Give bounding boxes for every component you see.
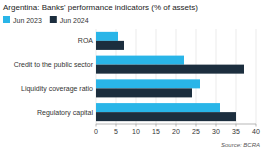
tick-label: 5 (114, 128, 118, 135)
legend-swatch (3, 16, 10, 23)
tick-mark (96, 124, 97, 127)
chart: Argentina: Banks' performance indicators… (0, 0, 263, 150)
tick-mark (116, 124, 117, 127)
title: Argentina: Banks' performance indicators… (3, 3, 198, 12)
category-labels: Regulatory capital Liquidity coverage rat… (14, 37, 94, 116)
tick-mark (216, 124, 217, 127)
tick-mark (236, 124, 237, 127)
legend-swatch (50, 16, 57, 23)
category-label: Credit to the public sector (14, 61, 94, 69)
tick-label: 25 (192, 128, 200, 135)
bar (96, 32, 118, 41)
bar (96, 112, 236, 121)
bar (96, 88, 192, 97)
bars (96, 32, 244, 121)
x-axis: 0 5 10 15 20 25 30 35 40 (94, 124, 260, 135)
source-note: Source: BCRA (221, 142, 260, 148)
tick-label: 0 (94, 128, 98, 135)
tick-label: 40 (252, 128, 260, 135)
category-label: ROA (78, 37, 94, 44)
grid (96, 29, 256, 124)
tick-label: 30 (212, 128, 220, 135)
tick-label: 20 (172, 128, 180, 135)
tick-mark (176, 124, 177, 127)
bar (96, 56, 184, 65)
bar (96, 79, 200, 88)
tick-label: 15 (152, 128, 160, 135)
tick-mark (136, 124, 137, 127)
tick-mark (256, 124, 257, 127)
legend-label: Jun 2024 (60, 17, 89, 24)
grid-line (236, 29, 237, 124)
legend: Jun 2023 Jun 2024 (3, 16, 89, 24)
tick-mark (196, 124, 197, 127)
legend-label: Jun 2023 (13, 17, 42, 24)
tick-label: 35 (232, 128, 240, 135)
bar (96, 65, 244, 74)
category-label: Liquidity coverage ratio (21, 85, 93, 93)
bar (96, 41, 124, 50)
tick-label: 10 (132, 128, 140, 135)
grid-line (256, 29, 257, 124)
bar (96, 103, 220, 112)
category-label: Regulatory capital (37, 109, 93, 117)
tick-mark (156, 124, 157, 127)
